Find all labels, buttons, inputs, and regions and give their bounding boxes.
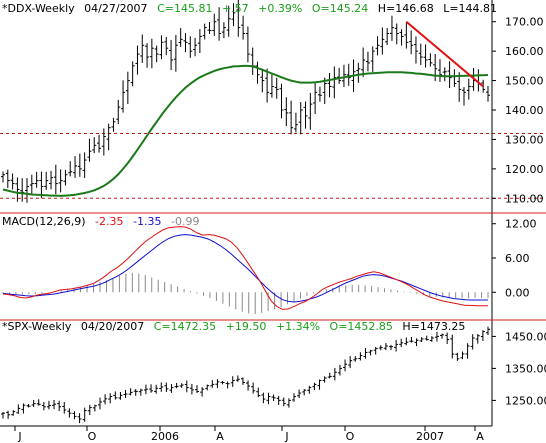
price-y-tick-label: 150.00 [505,75,544,88]
macd-line [2,226,488,310]
price-y-tick-label: 160.00 [505,45,544,58]
macd-header: MACD(12,26,9) -2.35 -1.35 -0.99 [2,215,199,228]
price-bars [1,0,490,203]
trendline [405,20,484,88]
spx-y-tick-label: 1350.00 [505,362,546,375]
price-y-tick-label: 130.00 [505,133,544,146]
macd-panel: 12.00 6.00 0.00 MACD(12,26,9) -2.35 -1.35 … [2,215,537,314]
x-tick-label: J [17,430,21,443]
price-panel: 170.00 160.00 150.00 140.00 130.00 120.00 110.… [0,0,546,205]
moving-average [2,64,489,197]
x-tick-label: 2007 [416,430,444,443]
price-y-tick-label: 120.00 [505,163,544,176]
price-y-tick-label: 170.00 [505,16,544,29]
signal-line [2,234,488,303]
trendline-segment [405,20,484,88]
chart-frame [0,0,546,427]
spx-bars [1,326,490,424]
moving-average-line [2,64,489,197]
spx-y-tick-label: 1450.00 [505,330,546,343]
price-reference-lines [0,133,546,199]
x-tick-label: O [88,430,97,443]
macd-y-tick-label: 0.00 [505,286,530,299]
spx-y-axis: 1450.00 1350.00 1250.00 [492,330,546,407]
macd-lines [2,226,488,310]
macd-y-tick-label: 12.00 [505,218,537,231]
macd-y-axis: 12.00 6.00 0.00 [492,218,537,299]
price-y-tick-label: 140.00 [505,104,544,117]
spx-header: *SPX-Weekly 04/20/2007 C=1472.35 +19.50 … [2,320,465,333]
spx-panel: 1450.00 1350.00 1250.00 *SPX-Weekly 04/20/… [1,320,546,424]
x-tick-label: A [476,430,484,443]
x-tick-label: J [284,430,288,443]
macd-y-tick-label: 6.00 [505,252,530,265]
x-axis: J O 2006 A J O 2007 A [14,426,484,443]
x-tick-label: 2006 [151,430,179,443]
ddx-header: *DDX-Weekly 04/27/2007 C=145.81 +.57 +0.… [2,2,497,15]
x-tick-label: O [346,430,355,443]
x-tick-label: A [216,430,224,443]
price-y-tick-label: 110.00 [505,192,544,205]
macd-histogram [2,272,489,314]
price-y-axis: 170.00 160.00 150.00 140.00 130.00 120.00 110.… [492,16,544,205]
spx-y-tick-label: 1250.00 [505,394,546,407]
